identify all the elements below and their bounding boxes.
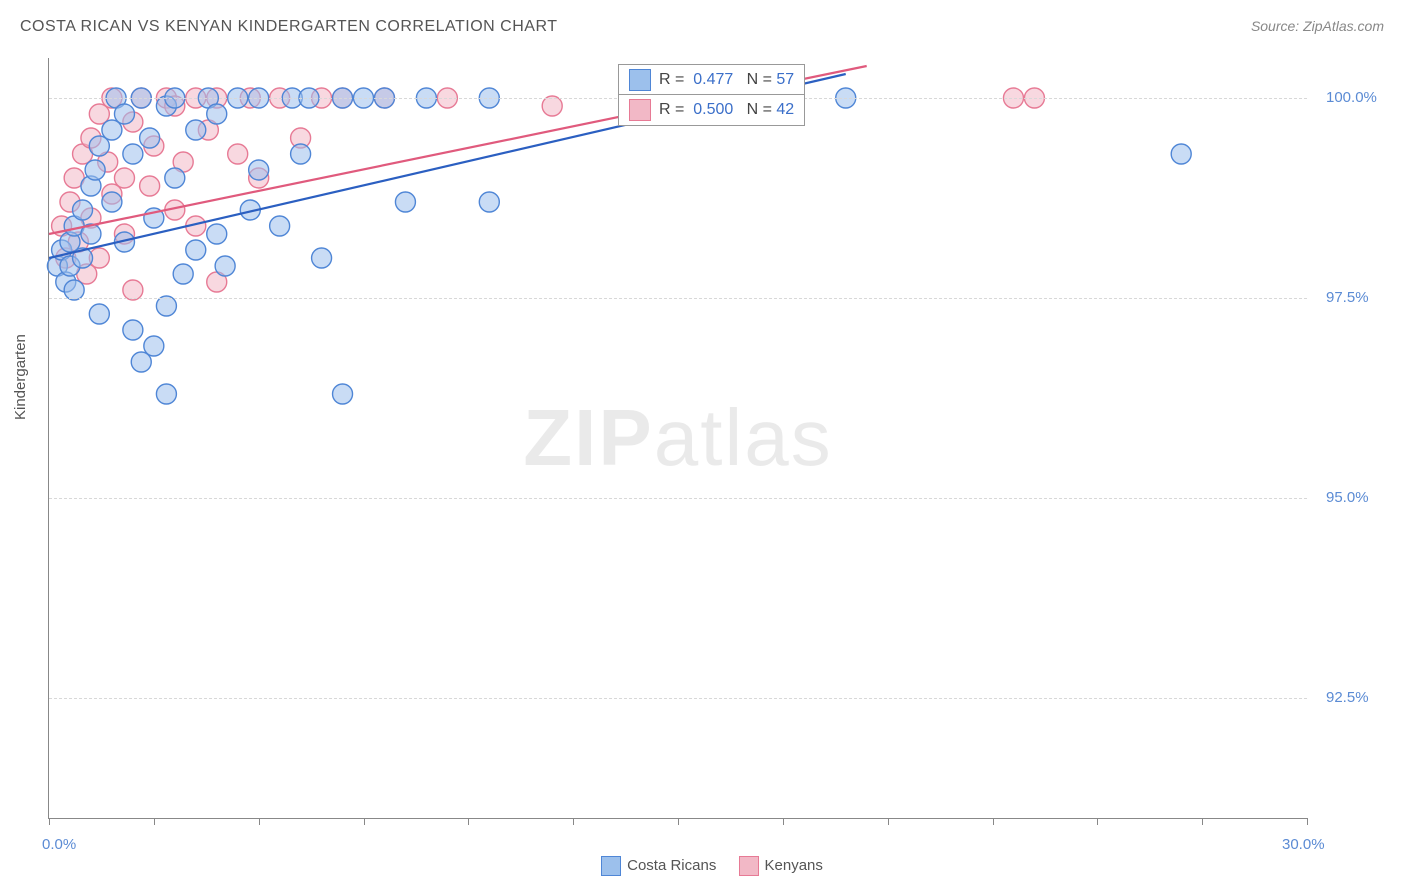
x-tick (1097, 818, 1098, 825)
scatter-point (173, 264, 193, 284)
y-tick-label: 100.0% (1326, 89, 1377, 106)
scatter-point (207, 224, 227, 244)
x-tick (678, 818, 679, 825)
scatter-point (73, 200, 93, 220)
x-tick (154, 818, 155, 825)
y-tick-label: 97.5% (1326, 289, 1369, 306)
x-tick-label-min: 0.0% (42, 836, 76, 853)
r-legend-row: R = 0.500 N = 42 (618, 94, 805, 126)
scatter-point (333, 384, 353, 404)
scatter-point (102, 192, 122, 212)
x-tick (1307, 818, 1308, 825)
scatter-point (140, 128, 160, 148)
gridline (49, 298, 1307, 299)
x-tick (1202, 818, 1203, 825)
scatter-point (114, 104, 134, 124)
x-tick (364, 818, 365, 825)
bottom-legend: Costa Ricans Kenyans (0, 856, 1406, 876)
scatter-point (228, 144, 248, 164)
x-tick (49, 818, 50, 825)
x-tick (573, 818, 574, 825)
plot-area: ZIPatlas (48, 58, 1307, 819)
y-tick-label: 95.0% (1326, 489, 1369, 506)
scatter-point (395, 192, 415, 212)
scatter-point (156, 384, 176, 404)
x-tick (259, 818, 260, 825)
scatter-point (542, 96, 562, 116)
r-legend-text: R = 0.500 N = 42 (659, 101, 794, 119)
scatter-point (186, 120, 206, 140)
scatter-point (1171, 144, 1191, 164)
x-tick (468, 818, 469, 825)
legend-label: Kenyans (765, 857, 823, 874)
source-label: Source: ZipAtlas.com (1251, 18, 1384, 34)
scatter-point (291, 144, 311, 164)
gridline (49, 698, 1307, 699)
scatter-point (312, 248, 332, 268)
x-tick (993, 818, 994, 825)
scatter-point (114, 168, 134, 188)
scatter-point (249, 160, 269, 180)
scatter-point (89, 304, 109, 324)
x-tick (888, 818, 889, 825)
scatter-point (64, 280, 84, 300)
scatter-point (123, 144, 143, 164)
legend-swatch-costa-ricans (601, 856, 621, 876)
legend-swatch-icon (629, 69, 651, 91)
r-legend-text: R = 0.477 N = 57 (659, 71, 794, 89)
scatter-point (207, 104, 227, 124)
scatter-point (215, 256, 235, 276)
y-axis-label: Kindergarten (12, 334, 29, 420)
scatter-point (156, 296, 176, 316)
r-legend-row: R = 0.477 N = 57 (618, 64, 805, 96)
legend-label: Costa Ricans (627, 857, 716, 874)
x-tick-label-max: 30.0% (1282, 836, 1325, 853)
scatter-point (165, 168, 185, 188)
scatter-point (123, 280, 143, 300)
legend-swatch-icon (629, 99, 651, 121)
scatter-point (144, 336, 164, 356)
y-tick-label: 92.5% (1326, 689, 1369, 706)
chart-svg (49, 58, 1307, 818)
scatter-point (270, 216, 290, 236)
x-tick (783, 818, 784, 825)
scatter-point (479, 192, 499, 212)
scatter-point (85, 160, 105, 180)
scatter-point (140, 176, 160, 196)
chart-title: COSTA RICAN VS KENYAN KINDERGARTEN CORRE… (20, 18, 558, 36)
legend-swatch-kenyans (739, 856, 759, 876)
gridline (49, 498, 1307, 499)
scatter-point (123, 320, 143, 340)
scatter-point (186, 240, 206, 260)
